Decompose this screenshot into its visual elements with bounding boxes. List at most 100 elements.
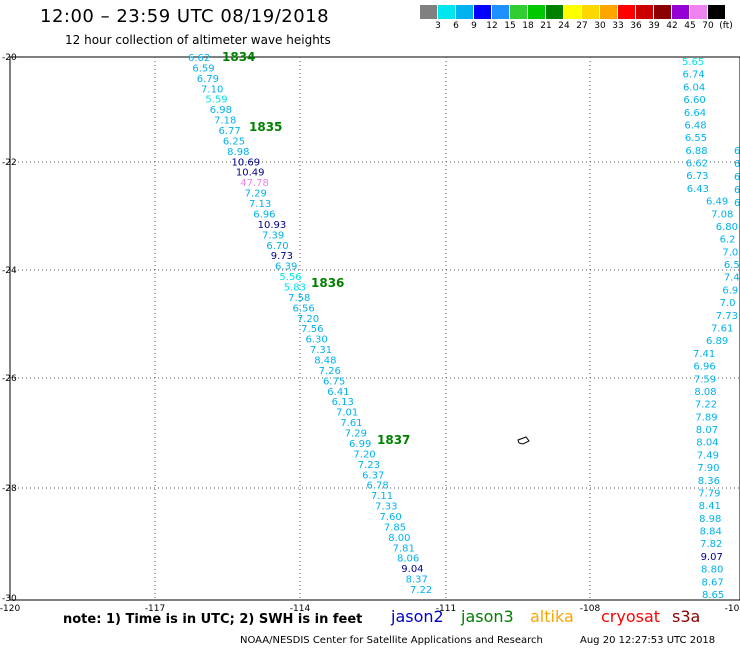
wave-height-value: 10.49 [236, 168, 265, 179]
lon-tick-label: -10 [725, 604, 740, 614]
map-frame [9, 56, 740, 601]
scale-swatch [600, 5, 617, 19]
wave-height-value: 6.59 [192, 63, 214, 74]
lat-tick-label: -28 [2, 484, 17, 494]
lat-tick-label: -20 [2, 53, 17, 63]
scale-swatch [474, 5, 491, 19]
pass-number-label: 1836 [311, 276, 344, 290]
lat-tick-label: -24 [2, 266, 17, 276]
wave-height-value: 7.81 [393, 543, 415, 554]
scale-swatch [420, 5, 437, 19]
wave-height-value: 5.83 [284, 282, 306, 293]
wave-height-value: 7.26 [319, 366, 341, 377]
wave-height-value: 6.49 [706, 197, 728, 208]
wave-height-value: 5.56 [279, 272, 301, 283]
wave-height-value: 6.48 [684, 120, 706, 131]
wave-height-value: 6.56 [292, 303, 314, 314]
wave-height-value: 7.4 [724, 273, 740, 284]
scale-swatch [492, 5, 509, 19]
wave-height-value: 5.59 [205, 95, 227, 106]
wave-height-value: 6.80 [716, 222, 738, 233]
scale-swatch [708, 5, 725, 19]
generated-timestamp: Aug 20 12:27:53 UTC 2018 [580, 635, 716, 646]
wave-height-value: 6.73 [686, 171, 708, 182]
wave-height-value: 8.65 [702, 590, 724, 601]
wave-height-value: 8.98 [699, 514, 721, 525]
map-title: 12:00 – 23:59 UTC 08/19/2018 [40, 6, 330, 27]
wave-height-value: 6 [734, 146, 740, 157]
scale-label: 3 [435, 21, 441, 31]
wave-height-value: 6.62 [188, 53, 210, 64]
wave-height-value: 6.79 [197, 74, 219, 85]
scale-swatch [510, 5, 527, 19]
island-outline [517, 436, 530, 445]
scale-swatch [582, 5, 599, 19]
wave-height-value: 7.56 [301, 324, 323, 335]
wave-height-value: 7.73 [716, 311, 738, 322]
wave-height-value: 7.20 [297, 314, 319, 325]
wave-height-value: 8.98 [227, 147, 249, 158]
wave-height-value: 47.78 [240, 178, 269, 189]
wave-height-value: 8.80 [701, 565, 723, 576]
scale-label: 36 [630, 21, 642, 31]
scale-swatch [546, 5, 563, 19]
lat-tick-label: -26 [2, 374, 17, 384]
lon-tick-label: -114 [290, 604, 311, 614]
wave-height-value: 6.96 [253, 209, 275, 220]
lon-tick-label: -111 [436, 604, 456, 614]
map-subtitle: 12 hour collection of altimeter wave hei… [65, 33, 331, 47]
wave-height-value: 6.25 [223, 136, 245, 147]
wave-height-value: 6.39 [275, 262, 297, 273]
satellite-s3a-label: s3a [672, 607, 701, 626]
scale-label: 30 [594, 21, 606, 31]
scale-swatch [456, 5, 473, 19]
satellite-cryosat-label: cryosat [601, 607, 661, 626]
wave-height-value: 9.07 [701, 552, 723, 563]
wave-height-value: 8.07 [696, 425, 718, 436]
wave-height-value: 6.88 [685, 146, 707, 157]
scale-swatch [636, 5, 653, 19]
wave-height-value: 6.99 [349, 439, 371, 450]
wave-height-value: 7.31 [310, 345, 332, 356]
axis-tick-labels: -120 -117 -114 -111 -108 -10 -20 -22 -24 -26 -28 -3… [0, 53, 740, 614]
wave-height-value: 6 [734, 198, 740, 209]
scale-unit: (ft) [719, 21, 733, 31]
scale-label: 12 [486, 21, 498, 31]
wave-height-value: 6.74 [682, 70, 704, 81]
wave-height-value: 7.41 [693, 349, 715, 360]
wave-height-value: 7.18 [214, 116, 236, 127]
wave-height-value: 7.49 [697, 450, 719, 461]
wave-height-value: 8.67 [702, 577, 724, 588]
wave-height-value: 7.13 [249, 199, 271, 210]
scale-label: 21 [540, 21, 552, 31]
scale-swatch [618, 5, 635, 19]
wave-height-value: 7.89 [695, 412, 717, 423]
track-pass-1834-1837: 6.626.596.797.105.596.987.186.776.258.98… [188, 53, 432, 596]
wave-height-value: 7.90 [697, 463, 719, 474]
lon-tick-label: -117 [145, 604, 165, 614]
scale-label: 45 [684, 21, 696, 31]
lat-tick-label: -30 [2, 594, 17, 604]
scale-label: 70 [702, 21, 714, 31]
wave-height-value: 7.20 [353, 449, 375, 460]
wave-height-value: 7.0 [722, 247, 738, 258]
lat-tick-label: -22 [2, 158, 17, 168]
satellite-jason3-label: jason3 [461, 607, 514, 626]
pass-number-label: 1837 [377, 433, 410, 447]
wave-height-value: 6.62 [686, 159, 708, 170]
wave-height-value: 6.78 [366, 481, 388, 492]
scale-swatch [690, 5, 707, 19]
wave-height-value: 7.11 [371, 491, 393, 502]
scale-label: 42 [666, 21, 678, 31]
wave-height-value: 8.36 [698, 476, 720, 487]
wave-height-value: 7.0 [720, 298, 736, 309]
wave-height-value: 8.08 [694, 387, 716, 398]
wave-height-value: 7.61 [711, 324, 733, 335]
pass-number-label: 1834 [222, 50, 255, 64]
wave-height-value: 7.39 [262, 230, 284, 241]
wave-height-value: 6.96 [693, 362, 715, 373]
wave-height-value: 7.23 [358, 460, 380, 471]
footnote: note: 1) Time is in UTC; 2) SWH is in fe… [63, 612, 363, 627]
wave-height-value: 7.79 [698, 488, 720, 499]
wave-height-value: 7.10 [201, 84, 223, 95]
